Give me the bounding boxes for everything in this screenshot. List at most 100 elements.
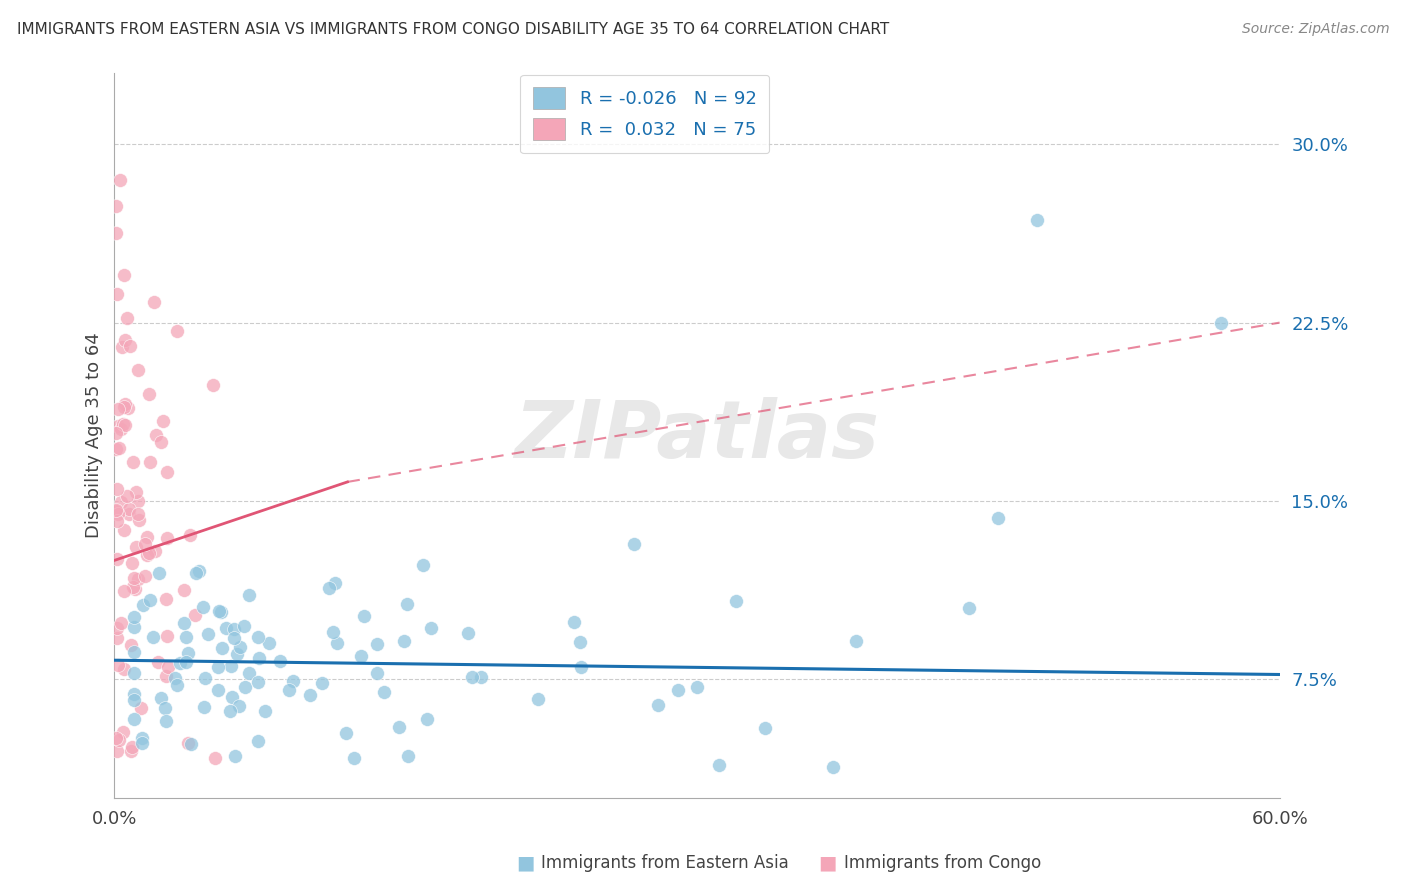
- Point: [221, 690, 243, 704]
- Point: [461, 670, 484, 684]
- Point: [127, 572, 149, 586]
- Point: [754, 721, 776, 735]
- Point: [207, 682, 229, 697]
- Point: [118, 502, 141, 516]
- Point: [107, 657, 129, 672]
- Point: [166, 678, 188, 692]
- Point: [173, 583, 195, 598]
- Text: Immigrants from Congo: Immigrants from Congo: [844, 855, 1040, 872]
- Text: ZIPatlas: ZIPatlas: [515, 397, 880, 475]
- Point: [232, 619, 254, 633]
- Point: [335, 725, 357, 739]
- Point: [238, 665, 260, 680]
- Point: [204, 750, 226, 764]
- Point: [724, 594, 747, 608]
- Point: [457, 626, 479, 640]
- Point: [225, 648, 247, 662]
- Point: [222, 622, 245, 636]
- Point: [112, 417, 135, 431]
- Point: [112, 401, 135, 415]
- Point: [122, 455, 145, 469]
- Point: [253, 704, 276, 718]
- Point: [138, 592, 160, 607]
- Point: [124, 582, 146, 596]
- Point: [112, 662, 135, 676]
- Point: [186, 566, 208, 580]
- Point: [1211, 316, 1233, 330]
- Point: [298, 688, 321, 702]
- Point: [107, 441, 129, 455]
- Point: [146, 655, 169, 669]
- Point: [209, 605, 232, 619]
- Point: [353, 608, 375, 623]
- Point: [322, 625, 344, 640]
- Point: [177, 736, 200, 750]
- Text: ■: ■: [516, 854, 534, 872]
- Point: [105, 482, 128, 496]
- Point: [118, 339, 141, 353]
- Point: [122, 712, 145, 726]
- Point: [247, 651, 270, 665]
- Point: [470, 670, 492, 684]
- Point: [193, 699, 215, 714]
- Point: [155, 591, 177, 606]
- Point: [105, 504, 128, 518]
- Point: [128, 513, 150, 527]
- Point: [388, 720, 411, 734]
- Point: [127, 507, 149, 521]
- Point: [127, 493, 149, 508]
- Point: [311, 676, 333, 690]
- Point: [131, 701, 153, 715]
- Point: [987, 510, 1010, 524]
- Point: [350, 648, 373, 663]
- Point: [176, 646, 198, 660]
- Point: [392, 634, 415, 648]
- Point: [105, 621, 128, 635]
- Point: [136, 548, 159, 562]
- Point: [136, 530, 159, 544]
- Point: [412, 558, 434, 573]
- Point: [107, 418, 129, 433]
- Point: [138, 387, 160, 401]
- Point: [122, 645, 145, 659]
- Point: [419, 621, 441, 635]
- Point: [238, 588, 260, 602]
- Point: [114, 418, 136, 433]
- Point: [114, 396, 136, 410]
- Point: [201, 377, 224, 392]
- Point: [180, 737, 202, 751]
- Point: [121, 556, 143, 570]
- Point: [416, 712, 439, 726]
- Point: [132, 599, 155, 613]
- Point: [1025, 213, 1047, 227]
- Point: [124, 484, 146, 499]
- Point: [165, 671, 187, 685]
- Point: [122, 686, 145, 700]
- Point: [107, 507, 129, 521]
- Point: [326, 636, 349, 650]
- Point: [219, 658, 242, 673]
- Point: [156, 659, 179, 673]
- Point: [224, 631, 246, 645]
- Point: [105, 287, 128, 301]
- Point: [174, 630, 197, 644]
- Point: [131, 736, 153, 750]
- Point: [112, 584, 135, 599]
- Point: [166, 324, 188, 338]
- Point: [318, 581, 340, 595]
- Point: [174, 655, 197, 669]
- Point: [844, 633, 866, 648]
- Point: [138, 546, 160, 560]
- Point: [115, 310, 138, 325]
- Point: [150, 690, 173, 705]
- Point: [142, 630, 165, 644]
- Point: [107, 401, 129, 416]
- Point: [623, 537, 645, 551]
- Point: [112, 524, 135, 538]
- Point: [111, 340, 134, 354]
- Point: [569, 659, 592, 673]
- Point: [105, 743, 128, 757]
- Point: [139, 455, 162, 469]
- Point: [105, 226, 128, 240]
- Point: [110, 616, 132, 631]
